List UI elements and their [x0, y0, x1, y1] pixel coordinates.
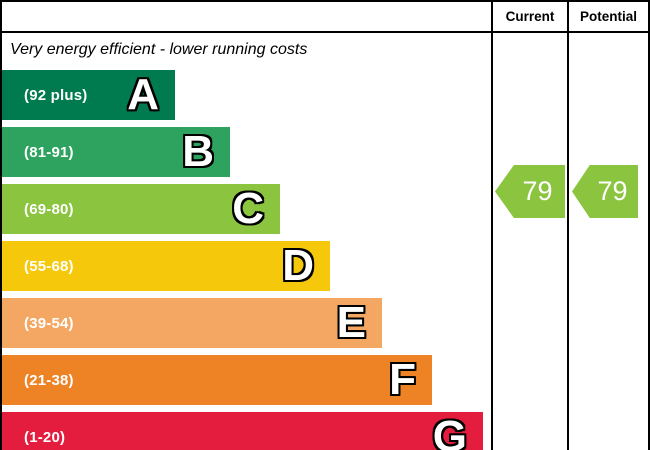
current-rating-value: 79 [522, 176, 553, 206]
current-column-header: Current [505, 9, 555, 24]
epc-band-g: (1-20) G [2, 412, 483, 450]
band-c-range-label: (69-80) [24, 200, 74, 218]
epc-band-f: (21-38) F [2, 355, 432, 405]
chart-border-left [0, 0, 2, 450]
band-b-letter: B [182, 127, 214, 176]
potential-column-header: Potential [579, 9, 637, 24]
header-separator-line [0, 31, 650, 33]
rating-bands: (92 plus) A (81-91) B (69-80) C (55-68) … [2, 70, 491, 450]
band-e-letter: E [336, 298, 366, 347]
band-a-range-label: (92 plus) [24, 86, 88, 104]
epc-band-d: (55-68) D [2, 241, 330, 291]
band-b-range-label: (81-91) [24, 143, 74, 161]
band-f-range-label: (21-38) [24, 371, 74, 389]
epc-band-a: (92 plus) A [2, 70, 175, 120]
potential-column-divider [567, 0, 569, 450]
chart-border-top [0, 0, 650, 2]
band-a-letter: A [127, 70, 159, 119]
band-d-letter: D [282, 241, 314, 290]
potential-rating-arrow: 79 [572, 165, 638, 218]
band-g-letter: G [432, 412, 467, 450]
band-g-range-label: (1-20) [24, 428, 66, 446]
epc-band-b: (81-91) B [2, 127, 230, 177]
current-rating-arrow: 79 [495, 165, 565, 218]
band-e-range-label: (39-54) [24, 314, 74, 332]
top-caption: Very energy efficient - lower running co… [10, 41, 308, 58]
chart-border-right [648, 0, 650, 450]
epc-band-e: (39-54) E [2, 298, 382, 348]
band-d-range-label: (55-68) [24, 257, 74, 275]
epc-band-c: (69-80) C [2, 184, 280, 234]
potential-rating-value: 79 [597, 176, 628, 206]
band-c-letter: C [232, 184, 264, 233]
current-column-divider [491, 0, 493, 450]
band-f-letter: F [389, 355, 416, 404]
